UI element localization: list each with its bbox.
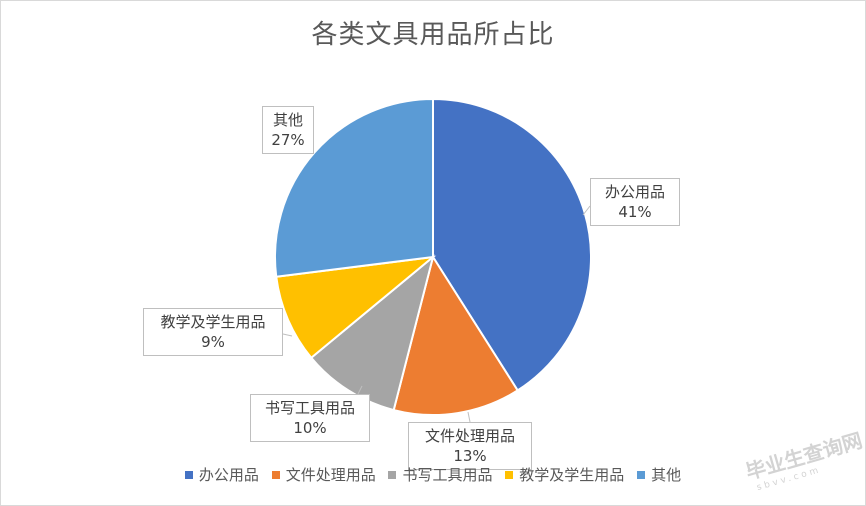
data-label-other: 其他 27% <box>262 106 314 154</box>
legend-item-teaching: 教学及学生用品 <box>505 464 624 485</box>
slice-other <box>274 97 434 278</box>
legend-item-office: 办公用品 <box>184 464 259 485</box>
data-label-name: 办公用品 <box>604 183 665 201</box>
legend-swatch <box>388 470 397 479</box>
data-label-value: 27% <box>271 131 305 149</box>
callout-leader-line <box>282 333 293 337</box>
data-label-name: 教学及学生用品 <box>160 313 266 331</box>
data-label-teaching: 教学及学生用品 9% <box>143 308 283 356</box>
data-label-file-handling: 文件处理用品 13% <box>408 422 532 470</box>
callout-leader-line <box>357 385 363 395</box>
slice-writing-tools <box>309 254 435 412</box>
data-label-office: 办公用品 41% <box>590 178 680 226</box>
legend-label: 文件处理用品 <box>285 466 376 484</box>
legend-label: 书写工具用品 <box>402 466 493 484</box>
data-label-value: 9% <box>201 333 225 351</box>
legend-swatch <box>505 470 514 479</box>
legend-item-writing-tools: 书写工具用品 <box>388 464 493 485</box>
legend-swatch <box>637 470 646 479</box>
chart-title: 各类文具用品所占比 <box>311 20 555 50</box>
legend-label: 教学及学生用品 <box>519 466 625 484</box>
data-label-value: 10% <box>293 419 327 437</box>
legend-item-file-handling: 文件处理用品 <box>271 464 376 485</box>
callout-leader-line <box>467 411 471 423</box>
legend-label: 其他 <box>651 466 682 484</box>
slice-file-handling <box>392 254 520 416</box>
data-label-value: 41% <box>618 203 652 221</box>
data-label-name: 书写工具用品 <box>264 399 355 417</box>
legend-item-other: 其他 <box>637 464 681 485</box>
legend-label: 办公用品 <box>198 466 259 484</box>
callout-leader-line <box>582 205 591 216</box>
data-label-name: 文件处理用品 <box>424 427 515 445</box>
data-label-name: 其他 <box>272 111 303 129</box>
data-label-writing-tools: 书写工具用品 10% <box>250 394 370 442</box>
chart-legend: 办公用品 文件处理用品 书写工具用品 教学及学生用品 其他 <box>0 464 866 485</box>
legend-swatch <box>184 470 193 479</box>
slice-teaching <box>275 255 437 360</box>
legend-swatch <box>271 470 280 479</box>
data-label-value: 13% <box>453 447 487 465</box>
